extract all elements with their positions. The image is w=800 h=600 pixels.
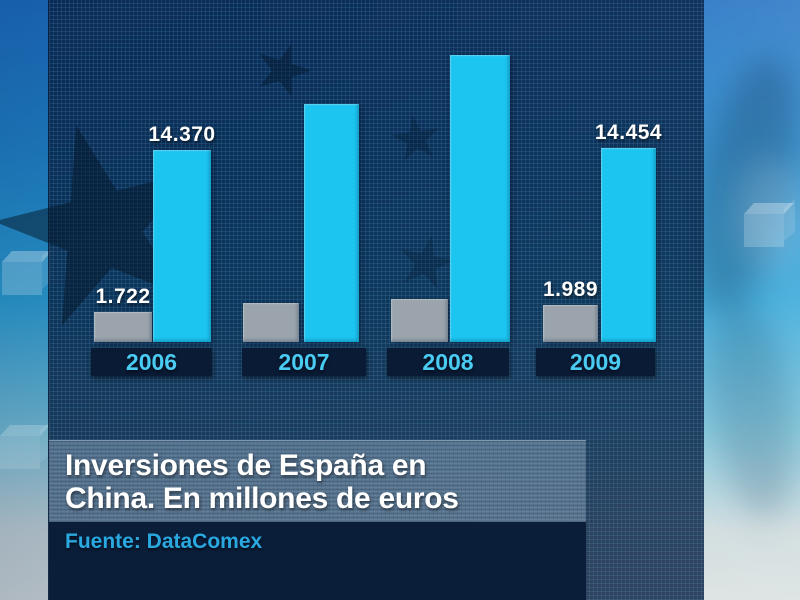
bar-gray-2007 <box>243 303 299 342</box>
value-label-cyan-2009: 14.454 <box>594 121 663 144</box>
bar-gray-2009 <box>543 305 598 342</box>
value-label-gray-2009: 1.989 <box>542 278 599 301</box>
year-label-2009: 2009 <box>536 348 655 376</box>
cube-icon <box>744 214 784 247</box>
bar-chart: 2006 1.722 14.370 2007 2008 2009 1.989 14.454 <box>49 0 704 600</box>
bar-cyan-2009 <box>601 148 656 342</box>
value-label-cyan-2006: 14.370 <box>148 123 216 146</box>
bar-cyan-2008 <box>450 55 510 342</box>
cube-icon <box>2 262 42 295</box>
value-label-gray-2006: 1.722 <box>95 285 151 308</box>
year-label-2007: 2007 <box>242 348 366 376</box>
cube-icon <box>0 436 40 469</box>
bar-gray-2006 <box>94 312 152 342</box>
source-text: Fuente: DataComex <box>65 530 263 553</box>
year-label-2008: 2008 <box>387 348 509 376</box>
chart-title-line2: China. En millones de euros <box>65 482 459 515</box>
smoke-wisp-decoration <box>697 295 800 525</box>
bar-cyan-2006 <box>153 150 211 342</box>
source-band: Fuente: DataComex <box>49 522 586 600</box>
title-band: Inversiones de España en China. En millo… <box>49 440 586 522</box>
bar-gray-2008 <box>391 299 448 342</box>
chart-panel: 2006 1.722 14.370 2007 2008 2009 1.989 14.454 I… <box>48 0 704 600</box>
chart-title-line1: Inversiones de España en <box>65 449 427 482</box>
bar-cyan-2007 <box>304 104 359 342</box>
year-label-2006: 2006 <box>91 348 212 376</box>
